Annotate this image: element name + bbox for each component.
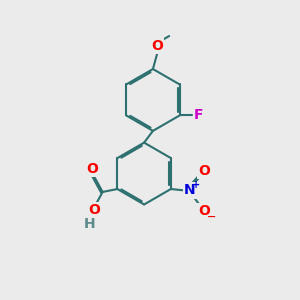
Text: +: +: [192, 180, 200, 190]
Text: O: O: [88, 203, 100, 217]
Text: O: O: [152, 39, 163, 53]
Text: O: O: [86, 162, 98, 176]
Text: N: N: [184, 184, 196, 197]
Text: F: F: [194, 108, 204, 122]
Text: H: H: [83, 217, 95, 231]
Text: −: −: [207, 212, 216, 222]
Text: O: O: [198, 204, 210, 218]
Text: O: O: [198, 164, 210, 178]
